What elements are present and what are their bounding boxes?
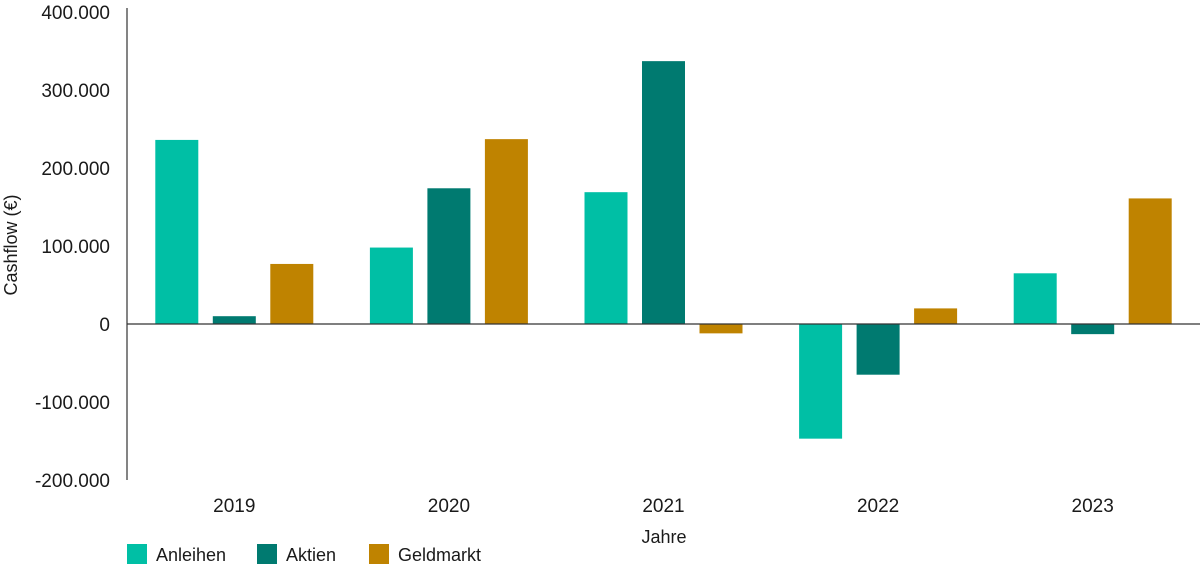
x-tick-label-2020: 2020 <box>428 496 470 517</box>
y-tick-label: 100.000 <box>41 237 110 258</box>
y-tick-labels: 400.000 300.000 200.000 100.000 0 -100.000 -20… <box>35 3 110 492</box>
legend-swatch-aktien <box>257 544 277 564</box>
bar-anleihen-2020 <box>369 247 413 324</box>
bar-aktien-2019 <box>212 316 256 324</box>
legend-label-geldmarkt: Geldmarkt <box>398 545 481 565</box>
bar-anleihen-2022 <box>799 324 843 439</box>
y-tick-label: 0 <box>99 315 110 336</box>
bar-aktien-2021 <box>642 61 685 324</box>
x-tick-label-2023: 2023 <box>1072 496 1114 517</box>
legend-swatch-geldmarkt <box>369 544 389 564</box>
bar-marks <box>155 61 1172 439</box>
y-axis-title-group: Cashflow (€) <box>1 194 21 295</box>
x-tick-label-2022: 2022 <box>857 496 899 517</box>
x-tick-label-2021: 2021 <box>642 496 684 517</box>
y-tick-label: 200.000 <box>41 159 110 180</box>
bar-aktien-2020 <box>427 188 471 324</box>
legend-label-anleihen: Anleihen <box>156 545 226 565</box>
legend-label-aktien: Aktien <box>286 545 336 565</box>
y-tick-label: -100.000 <box>35 393 110 414</box>
bar-anleihen-2021 <box>584 192 628 324</box>
legend: Anleihen Aktien Geldmarkt <box>127 544 481 565</box>
y-tick-label: -200.000 <box>35 471 110 492</box>
bar-aktien-2023 <box>1071 324 1115 335</box>
y-tick-label: 300.000 <box>41 81 110 102</box>
bar-geldmarkt-2019 <box>270 263 314 324</box>
x-tick-labels: 2019 2020 2021 2022 2023 <box>213 496 1114 517</box>
bar-geldmarkt-2023 <box>1128 198 1172 324</box>
x-tick-label-2019: 2019 <box>213 496 255 517</box>
legend-swatch-anleihen <box>127 544 147 564</box>
bar-anleihen-2023 <box>1013 273 1057 324</box>
x-axis-title: Jahre <box>641 527 686 547</box>
bar-geldmarkt-2021 <box>699 324 743 334</box>
bar-geldmarkt-2020 <box>484 139 528 324</box>
y-tick-label: 400.000 <box>41 3 110 24</box>
y-axis-title: Cashflow (€) <box>1 194 21 295</box>
bar-anleihen-2019 <box>155 139 199 324</box>
bar-aktien-2022 <box>856 324 900 375</box>
bar-geldmarkt-2022 <box>914 308 958 324</box>
